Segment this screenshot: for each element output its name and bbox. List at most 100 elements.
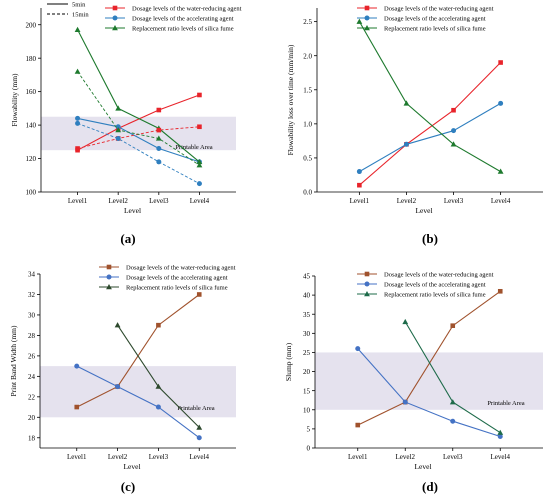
y-tick-label: 28 xyxy=(28,332,36,340)
y-tick-label: 45 xyxy=(303,273,311,281)
y-tick-label: 34 xyxy=(28,271,36,279)
x-tick-label: Level4 xyxy=(491,453,511,461)
x-tick-label: Level3 xyxy=(444,197,464,205)
y-tick-label: 160 xyxy=(26,88,37,96)
data-point-1 xyxy=(156,322,161,328)
legend-label: Dosage levels of the water-reducing agen… xyxy=(384,271,494,278)
data-point-6 xyxy=(155,135,162,141)
y-tick-label: 40 xyxy=(303,292,311,300)
line-style-label: 5min xyxy=(72,1,86,8)
panel-caption: (c) xyxy=(121,479,135,494)
chart-panel-4: 0 5 10 15 20 25 30 35 40 45 Level1 Level2 Level3 Leve… xyxy=(284,271,543,494)
data-point-3 xyxy=(155,383,162,389)
x-tick-label: Level2 xyxy=(108,197,128,205)
series-line-2 xyxy=(357,348,501,438)
x-axis-title: Level xyxy=(124,206,141,215)
line-style-label: 15min xyxy=(72,11,89,18)
legend-label: Dosage levels of the accelerating agent xyxy=(384,281,486,288)
legend-label: Replacement ratio levels of silica fume xyxy=(126,284,228,291)
data-point-3 xyxy=(196,158,203,165)
data-point-1 xyxy=(197,92,202,98)
series-line-2 xyxy=(359,102,501,173)
data-point-5 xyxy=(196,181,202,187)
x-tick-label: Level4 xyxy=(190,453,210,461)
data-point-3 xyxy=(196,424,203,430)
data-point-1 xyxy=(357,182,362,188)
data-point-3 xyxy=(114,322,121,328)
legend-label: Dosage levels of the water-reducing agen… xyxy=(384,5,494,12)
series-line-1 xyxy=(357,290,501,426)
data-point-5 xyxy=(115,135,121,141)
legend-marker xyxy=(112,25,118,31)
printable-area-label: Printable Area xyxy=(487,400,524,407)
legend: Dosage levels of the water-reducing agen… xyxy=(99,264,236,291)
legend-label: Dosage levels of the water-reducing agen… xyxy=(132,5,242,12)
legend-marker xyxy=(112,5,118,11)
legend-marker xyxy=(106,264,112,270)
data-point-3 xyxy=(449,399,456,405)
x-tick-label: Level2 xyxy=(108,453,128,461)
series-line-6 xyxy=(77,71,200,166)
series-line-5 xyxy=(77,122,200,184)
data-point-1 xyxy=(355,422,361,428)
legend-marker xyxy=(364,25,370,31)
chart-panel-2: 0.0 0.5 1.0 1.5 2.0 2.5 Level1 Level2 Level3 Leve… xyxy=(286,5,543,246)
series-line-3 xyxy=(358,21,501,173)
x-tick-label: Level4 xyxy=(190,197,210,205)
data-point-2 xyxy=(402,399,408,405)
legend-marker xyxy=(364,291,370,297)
chart-panel-3: 18 20 22 24 26 28 30 32 34 Level1 Level2 Level3 Leve… xyxy=(9,264,236,494)
data-point-3 xyxy=(497,429,504,435)
data-point-4 xyxy=(156,127,162,133)
y-tick-label: 22 xyxy=(28,393,36,401)
legend-marker xyxy=(364,5,370,11)
series-line-1 xyxy=(77,94,200,151)
y-tick-label: 180 xyxy=(26,55,37,63)
data-point-2 xyxy=(403,141,409,147)
x-axis-title: Level xyxy=(123,462,140,471)
data-point-2 xyxy=(155,404,161,410)
y-tick-label: 140 xyxy=(26,122,37,130)
data-point-2 xyxy=(450,418,456,424)
printable-area-label: Printable Area xyxy=(175,144,212,151)
x-axis-title: Level xyxy=(414,462,431,471)
y-tick-label: 5 xyxy=(307,425,311,433)
data-point-1 xyxy=(156,107,162,113)
legend-label: Dosage levels of the accelerating agent xyxy=(126,274,228,281)
legend: Dosage levels of the water-reducing agen… xyxy=(357,271,494,298)
y-tick-label: 18 xyxy=(28,434,36,442)
y-axis-title: Flowability loss over time (mm/min) xyxy=(286,44,295,155)
data-point-1 xyxy=(196,292,202,297)
data-point-2 xyxy=(196,435,202,441)
legend-label: Dosage levels of the accelerating agent xyxy=(132,15,234,22)
data-point-1 xyxy=(498,60,503,65)
y-tick-label: 0.0 xyxy=(303,189,312,197)
series-line-2 xyxy=(77,117,200,163)
data-point-2 xyxy=(115,124,121,130)
panel-caption: (a) xyxy=(120,231,135,246)
y-tick-label: 24 xyxy=(28,373,36,381)
y-tick-label: 20 xyxy=(303,368,311,376)
data-point-5 xyxy=(75,120,81,126)
legend: Dosage levels of the water-reducing agen… xyxy=(357,5,494,32)
y-tick-label: 120 xyxy=(26,155,37,163)
legend-marker xyxy=(112,15,118,21)
x-tick-label: Level1 xyxy=(68,197,88,205)
x-tick-label: Level1 xyxy=(348,453,368,461)
legend-label: Replacement ratio levels of silica fume xyxy=(384,25,486,32)
data-point-2 xyxy=(74,363,80,369)
line-style-legend: 5min 15min xyxy=(47,1,89,18)
data-point-1 xyxy=(450,323,456,328)
y-tick-label: 25 xyxy=(303,349,311,357)
y-tick-label: 0.5 xyxy=(303,155,312,163)
legend-label: Dosage levels of the water-reducing agen… xyxy=(126,264,236,271)
legend-marker xyxy=(106,284,112,290)
data-point-1 xyxy=(497,288,503,294)
data-point-2 xyxy=(356,169,362,175)
y-axis-title: Flowability (mm) xyxy=(10,73,19,127)
printable-area-label: Printable Area xyxy=(177,405,214,412)
data-point-3 xyxy=(450,141,457,147)
legend-label: Replacement ratio levels of silica fume xyxy=(384,291,486,298)
panel-caption: (d) xyxy=(422,479,438,494)
legend-label: Replacement ratio levels of silica fume xyxy=(132,25,234,32)
